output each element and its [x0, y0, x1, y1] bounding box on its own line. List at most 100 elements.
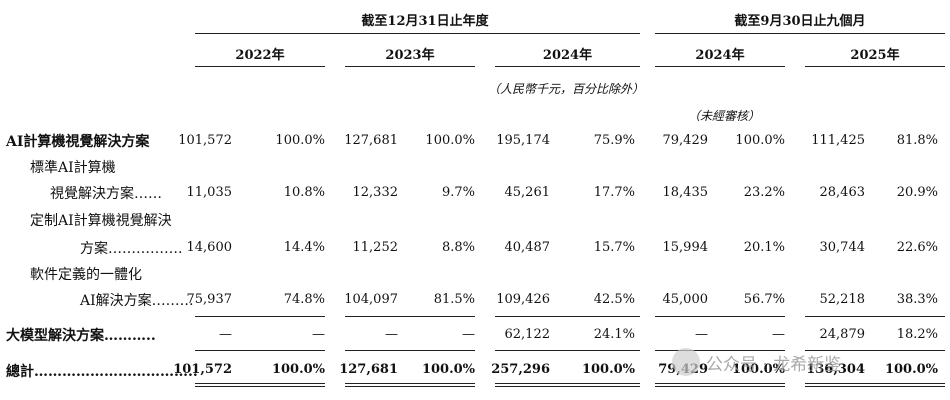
cell-total: 100.0% [271, 362, 325, 377]
cell: 40,487 [504, 240, 551, 255]
cell: 30,744 [819, 240, 866, 255]
unaudited-note: （未經審核） [688, 109, 761, 123]
cell-total: 101,572 [173, 362, 232, 377]
total-rule [195, 350, 325, 351]
group-rule-full-year [195, 33, 640, 34]
cell: 104,097 [344, 292, 398, 307]
cell: 81.5% [433, 292, 475, 307]
cell-total: 100.0% [581, 362, 635, 377]
cell: — [695, 327, 708, 342]
subtotal-rule [805, 316, 945, 317]
cell: 12,332 [352, 185, 399, 200]
cell: 75,937 [186, 292, 233, 307]
year-rule [345, 66, 475, 67]
year-header-2023: 2023年 [385, 48, 435, 63]
double-underline [195, 383, 325, 387]
row-label-std-ai-1: 標準AI計算機 [30, 160, 116, 176]
cell: 74.8% [283, 292, 325, 307]
header-nine-months: 截至9月30日止九個月 [734, 14, 866, 29]
cell: 15,994 [662, 240, 709, 255]
cell: 8.8% [441, 240, 475, 255]
cell: 20.1% [743, 240, 785, 255]
year-rule [495, 66, 640, 67]
subtotal-rule [655, 316, 785, 317]
cell: 109,426 [496, 292, 550, 307]
cell-total: 257,296 [491, 362, 550, 377]
cell: 10.8% [283, 185, 325, 200]
row-label-std-ai-2: 視覺解決方案…… [50, 186, 162, 202]
cell: 100.0% [275, 133, 325, 148]
cell: 195,174 [496, 133, 550, 148]
header-full-year: 截至12月31日止年度 [361, 14, 489, 29]
year-rule [655, 66, 785, 67]
cell: 14,600 [186, 240, 233, 255]
cell: 11,035 [186, 185, 233, 200]
cell: 38.3% [896, 292, 938, 307]
year-rule [195, 66, 325, 67]
cell: — [385, 327, 398, 342]
row-label-sd-ai-2: AI解決方案……… [80, 293, 194, 309]
row-label-ai-cv: AI計算機視覺解決方案 [6, 134, 150, 150]
cell: 18,435 [662, 185, 709, 200]
cell: 52,218 [819, 292, 866, 307]
cell: 23.2% [743, 185, 785, 200]
subtotal-rule [345, 316, 475, 317]
row-label-sd-ai-1: 軟件定義的一體化 [30, 267, 142, 283]
watermark-text: 公众号 · 龙希新鉴 [706, 355, 842, 375]
row-label-custom-ai-1: 定制AI計算機視覺解決 [30, 213, 172, 229]
cell: 11,252 [352, 240, 399, 255]
total-rule [345, 350, 475, 351]
cell: 20.9% [896, 185, 938, 200]
year-header-2022: 2022年 [235, 48, 285, 63]
cell-total: 100.0% [731, 362, 785, 377]
cell-total: 100.0% [884, 362, 938, 377]
cell: 9.7% [441, 185, 475, 200]
total-rule [655, 350, 785, 351]
cell: — [772, 327, 785, 342]
row-label-total: 總計…………………………….. [6, 364, 198, 380]
year-header-2024: 2024年 [542, 48, 593, 63]
cell-total: 100.0% [421, 362, 475, 377]
cell: 79,429 [662, 133, 709, 148]
subtotal-rule [495, 316, 640, 317]
cell: 15.7% [593, 240, 635, 255]
cell: 100.0% [735, 133, 785, 148]
cell: 100.0% [425, 133, 475, 148]
total-rule [805, 350, 945, 351]
cell: 24.1% [593, 327, 635, 342]
cell: 45,000 [662, 292, 709, 307]
cell: 14.4% [283, 240, 325, 255]
group-rule-nine-months [655, 33, 945, 34]
cell: — [219, 327, 232, 342]
cell: 127,681 [344, 133, 398, 148]
cell: 62,122 [504, 327, 551, 342]
unit-note: （人民幣千元，百分比除外） [488, 82, 645, 96]
subtotal-rule [195, 316, 325, 317]
cell: 28,463 [819, 185, 866, 200]
row-label-llm: 大模型解決方案……….. [6, 328, 156, 344]
cell: 75.9% [593, 133, 635, 148]
total-rule [495, 350, 640, 351]
row-label-custom-ai-2: 方案……………. [80, 241, 183, 257]
cell: 18.2% [896, 327, 938, 342]
cell: 24,879 [819, 327, 866, 342]
year-header-2024-9m: 2024年 [695, 48, 745, 63]
cell: 42.5% [593, 292, 635, 307]
cell-total: 127,681 [339, 362, 398, 377]
cell: 101,572 [178, 133, 232, 148]
cell-total: 136,304 [806, 362, 865, 377]
double-underline [345, 383, 475, 387]
year-header-2025-9m: 2025年 [850, 48, 900, 63]
cell: 81.8% [896, 133, 938, 148]
double-underline [495, 383, 640, 387]
cell: 111,425 [811, 133, 865, 148]
cell: — [462, 327, 475, 342]
cell: 22.6% [896, 240, 938, 255]
double-underline [805, 383, 945, 387]
cell: 45,261 [504, 185, 551, 200]
double-underline [655, 383, 785, 387]
year-rule [805, 66, 945, 67]
cell: 56.7% [743, 292, 785, 307]
cell: 17.7% [593, 185, 635, 200]
cell: — [312, 327, 325, 342]
